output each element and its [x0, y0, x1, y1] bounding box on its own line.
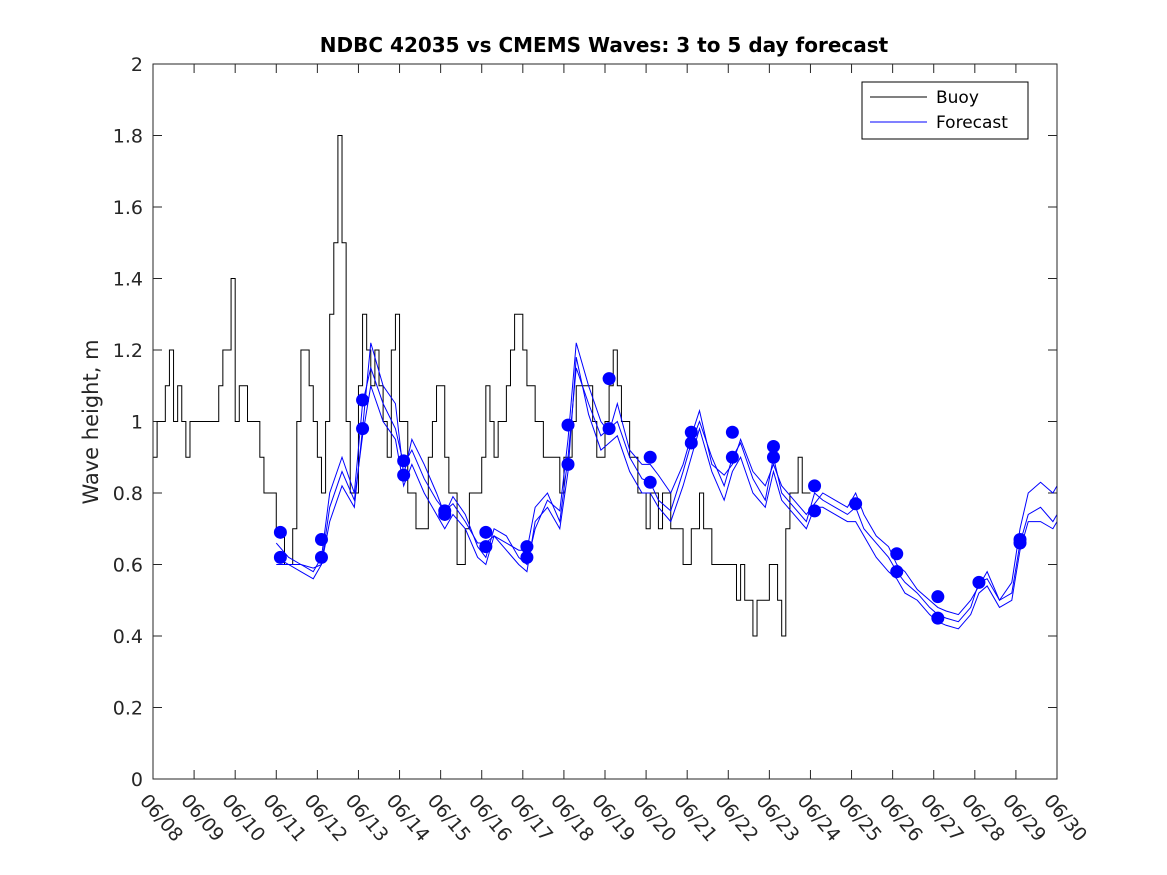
y-tick-label: 0: [131, 769, 143, 791]
forecast-point: [397, 454, 411, 468]
forecast-point: [438, 507, 452, 521]
legend-label-forecast: Forecast: [936, 113, 1008, 133]
forecast-point: [356, 422, 370, 436]
y-tick-label: 0.2: [113, 698, 143, 720]
forecast-point: [808, 479, 822, 493]
forecast-point: [643, 475, 657, 489]
forecast-point: [766, 450, 780, 464]
y-tick-label: 1.2: [113, 340, 143, 362]
forecast-point: [890, 565, 904, 579]
forecast-point: [766, 440, 780, 454]
legend: Buoy Forecast: [861, 81, 1029, 140]
forecast-point: [314, 550, 328, 564]
forecast-point: [273, 525, 287, 539]
y-tick-label: 1.8: [113, 126, 143, 148]
y-tick-label: 0.8: [113, 483, 143, 505]
plot-frame: [152, 63, 1058, 780]
forecast-point: [356, 393, 370, 407]
forecast-point: [972, 575, 986, 589]
forecast-point: [643, 450, 657, 464]
forecast-point: [684, 425, 698, 439]
forecast-point: [314, 532, 328, 546]
forecast-point: [397, 468, 411, 482]
y-tick-label: 0.4: [113, 626, 143, 648]
forecast-point: [561, 418, 575, 432]
y-axis-label: Wave height, m: [79, 339, 103, 504]
forecast-point: [1013, 536, 1027, 550]
forecast-point: [602, 422, 616, 436]
y-tick-label: 1.6: [113, 197, 143, 219]
chart-title: NDBC 42035 vs CMEMS Waves: 3 to 5 day fo…: [320, 33, 889, 57]
y-tick-label: 1: [131, 412, 143, 434]
forecast-series: [273, 342, 1058, 630]
forecast-line: [275, 366, 1058, 623]
forecast-point: [520, 540, 534, 554]
forecast-point: [808, 504, 822, 518]
forecast-point: [479, 525, 493, 539]
forecast-point: [479, 540, 493, 554]
forecast-point: [273, 550, 287, 564]
forecast-point: [725, 450, 739, 464]
legend-box: [861, 81, 1029, 140]
forecast-point: [602, 372, 616, 386]
legend-label-buoy: Buoy: [936, 88, 979, 108]
y-tick-label: 0.6: [113, 555, 143, 577]
buoy-line: [153, 135, 811, 637]
forecast-point: [931, 590, 945, 604]
y-tick-label: 1.4: [113, 269, 143, 291]
forecast-point: [890, 547, 904, 561]
forecast-point: [520, 550, 534, 564]
y-tick-label: 2: [131, 54, 143, 76]
forecast-point: [684, 436, 698, 450]
forecast-line: [276, 342, 1058, 616]
forecast-point: [931, 611, 945, 625]
forecast-point: [561, 457, 575, 471]
forecast-point: [725, 425, 739, 439]
forecast-point: [849, 497, 863, 511]
buoy-series: [153, 135, 811, 637]
